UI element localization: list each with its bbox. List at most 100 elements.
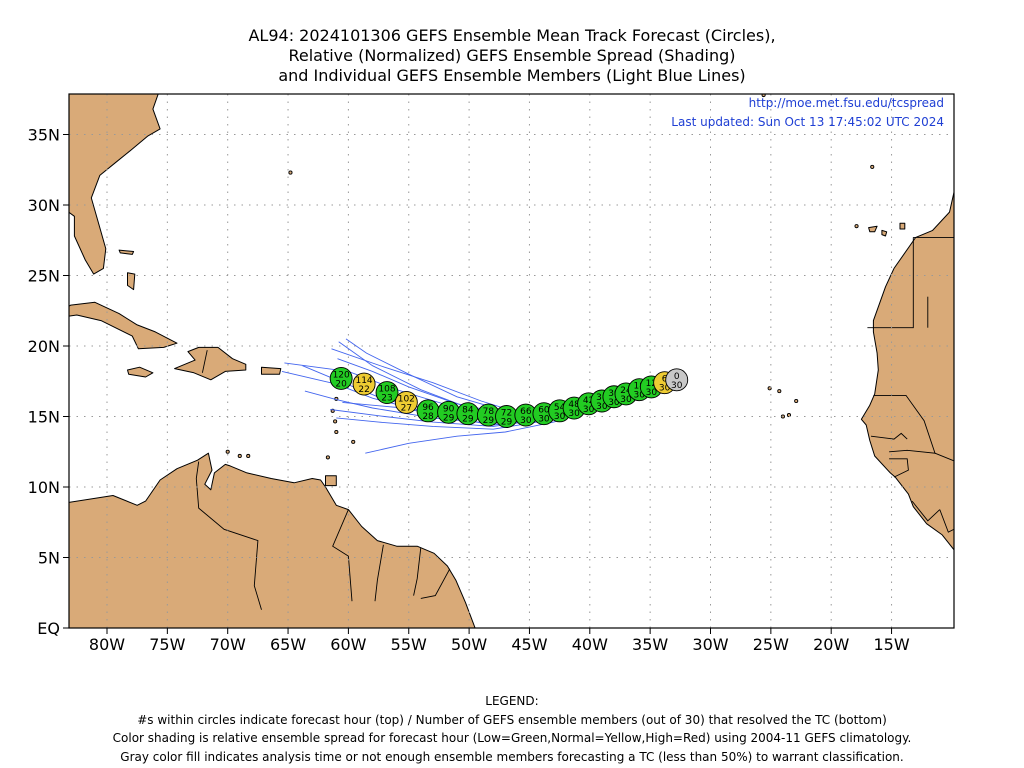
- lon-label: 65W: [270, 635, 306, 654]
- land-canary-1: [881, 229, 888, 237]
- lon-label: 75W: [149, 635, 185, 654]
- forecast-hour-label: 60: [538, 406, 550, 416]
- forecast-hour-label: 120: [333, 370, 350, 380]
- legend-line-1: #s within circles indicate forecast hour…: [137, 712, 887, 727]
- forecast-hour-label: 24: [620, 386, 632, 396]
- axis-ticks: [63, 134, 893, 634]
- legend-line-3: Gray color fill indicates analysis time …: [120, 749, 904, 764]
- member-count-label: 30: [646, 388, 658, 398]
- land-hispaniola: [174, 346, 247, 381]
- source-url-link[interactable]: http://moe.met.fsu.edu/tcspread: [749, 96, 944, 110]
- lat-label: 10N: [28, 478, 60, 497]
- lon-label: 55W: [391, 635, 427, 654]
- island: [288, 170, 293, 175]
- country-border: [873, 394, 936, 454]
- member-count-label: 22: [358, 385, 369, 395]
- member-count-label: 27: [401, 403, 412, 413]
- lon-label: 60W: [330, 635, 366, 654]
- legend-line-2: Color shading is relative ensemble sprea…: [112, 731, 912, 745]
- land-canary-3: [899, 222, 906, 230]
- forecast-hour-label: 108: [378, 385, 395, 395]
- land-north-america: [69, 94, 161, 275]
- lat-label: 25N: [28, 267, 60, 286]
- track-circle: [375, 381, 399, 404]
- island: [786, 413, 792, 418]
- country-border: [332, 509, 353, 602]
- longitude-labels: 80W 75W 70W 65W 60W 55W 50W 45W 40W 35W 30W 25W 20W 1…: [89, 635, 910, 654]
- forecast-hour-label: 18: [634, 382, 646, 392]
- track-circle: [665, 368, 689, 392]
- forecast-hour-label: 90: [443, 404, 455, 414]
- lat-label: 15N: [28, 408, 60, 427]
- lon-label: 45W: [511, 635, 547, 654]
- member-count-label: 30: [583, 405, 595, 415]
- land-south-america: [69, 452, 476, 628]
- land-jamaica: [127, 366, 154, 378]
- island: [777, 389, 782, 394]
- track-circle: [329, 366, 353, 390]
- member-count-label: 29: [483, 416, 495, 426]
- map-frame: [68, 93, 955, 629]
- island: [794, 398, 799, 404]
- lat-label: 35N: [28, 126, 60, 145]
- lon-label: 70W: [210, 635, 246, 654]
- forecast-hour-label: 36: [596, 393, 608, 403]
- land-bahamas-gba: [118, 249, 135, 255]
- forecast-hour-label: 84: [462, 406, 474, 416]
- country-border: [201, 350, 208, 373]
- legend: LEGEND: #s within circles indicate forec…: [0, 692, 1024, 766]
- country-border: [968, 237, 1015, 275]
- country-border: [939, 509, 954, 533]
- country-border: [889, 458, 909, 478]
- lon-label: 35W: [632, 635, 668, 654]
- forecast-hour-label: 48: [568, 400, 580, 410]
- island: [333, 419, 338, 424]
- lat-label: 5N: [38, 549, 60, 568]
- country-border: [413, 547, 422, 596]
- member-count-label: 30: [620, 395, 632, 405]
- land-puerto-rico: [261, 366, 282, 375]
- member-count-label: 30: [608, 398, 620, 408]
- forecast-hour-label: 42: [583, 396, 594, 406]
- forecast-hour-label: 114: [355, 376, 372, 386]
- member-count-label: 30: [568, 409, 580, 419]
- forecast-hour-label: 66: [520, 407, 532, 417]
- land-masses: [69, 94, 1024, 628]
- lon-label: 40W: [572, 635, 608, 654]
- member-count-label: 29: [462, 415, 474, 425]
- lon-label: 15W: [873, 635, 909, 654]
- forecast-hour-label: 6: [662, 375, 668, 385]
- country-border: [420, 568, 451, 599]
- lon-label: 80W: [89, 635, 125, 654]
- land-canary-2: [868, 225, 878, 233]
- island: [225, 449, 230, 454]
- forecast-hour-label: 30: [608, 389, 620, 399]
- country-border: [1005, 481, 1024, 557]
- country-border: [911, 500, 941, 522]
- track-circle: [394, 390, 418, 414]
- country-border: [374, 544, 384, 602]
- island: [870, 164, 875, 169]
- country-border: [867, 237, 914, 329]
- track-point: 030: [665, 368, 689, 392]
- island: [325, 455, 330, 460]
- legend-title: LEGEND:: [485, 694, 539, 708]
- member-count-label: 29: [501, 418, 513, 428]
- title-line-2: Relative (Normalized) GEFS Ensemble Spre…: [288, 46, 736, 65]
- land-bahamas-andros: [127, 272, 136, 291]
- member-count-label: 30: [659, 384, 671, 394]
- country-border: [934, 452, 954, 462]
- lat-label: EQ: [37, 619, 60, 638]
- member-count-label: 30: [554, 412, 566, 422]
- country-border: [870, 432, 908, 440]
- member-count-label: 30: [671, 381, 683, 391]
- land-trinidad: [325, 475, 337, 487]
- member-count-label: 30: [596, 402, 608, 412]
- country-border: [195, 461, 262, 610]
- island: [761, 94, 766, 98]
